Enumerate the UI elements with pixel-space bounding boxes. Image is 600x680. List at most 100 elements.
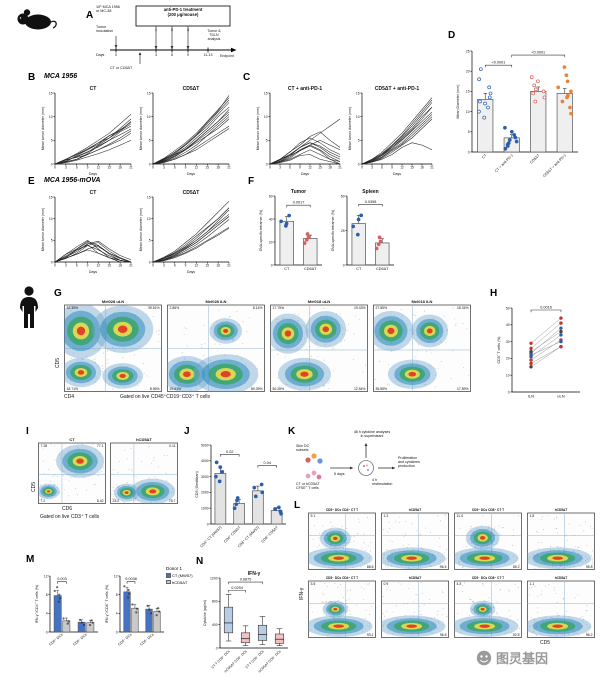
svg-text:Days: Days bbox=[393, 172, 401, 176]
svg-text:CD5ΔT: CD5ΔT bbox=[304, 267, 317, 271]
svg-text:50: 50 bbox=[341, 194, 345, 198]
day-11-13: 11-13 bbox=[203, 53, 213, 57]
svg-text:0.0017: 0.0017 bbox=[293, 201, 305, 205]
svg-text:20: 20 bbox=[506, 357, 510, 361]
svg-text:0: 0 bbox=[271, 263, 273, 267]
panel-d-label: D bbox=[448, 30, 456, 41]
chart-n-cytokine-box: 0 400 800 1200 Cytokine (pg/ml) IFN-γ 0.0875 0.… bbox=[202, 568, 290, 674]
panel-b-title: MCA 1956 bbox=[44, 73, 78, 80]
svg-text:CD5ΔT + anti-PD-1: CD5ΔT + anti-PD-1 bbox=[375, 86, 420, 92]
svg-text:hCD5ΔT: hCD5ΔT bbox=[409, 576, 422, 580]
svg-text:20: 20 bbox=[269, 240, 273, 244]
svg-text:Mean tumor diameter (mm): Mean tumor diameter (mm) bbox=[139, 107, 143, 151]
svg-text:CT: CT bbox=[90, 86, 97, 92]
panel-n-label: N bbox=[196, 556, 204, 567]
svg-text:9: 9 bbox=[87, 166, 89, 170]
svg-text:18.31%: 18.31% bbox=[457, 306, 469, 310]
flow-l-cd5pos-cd8-hcd5dt: hCD5ΔT 1.8 95.8 bbox=[527, 506, 595, 570]
svg-text:15: 15 bbox=[108, 264, 112, 268]
svg-text:3: 3 bbox=[65, 264, 67, 268]
svg-text:5: 5 bbox=[468, 130, 470, 134]
svg-text:0: 0 bbox=[152, 166, 154, 170]
ct-transfer-text: CT or CD5ΔT bbox=[110, 66, 133, 70]
human-icon bbox=[20, 286, 38, 328]
k-six-days-label: 6 days bbox=[334, 472, 345, 476]
svg-text:23.2: 23.2 bbox=[113, 499, 120, 503]
svg-text:19.43%: 19.43% bbox=[354, 306, 366, 310]
panel-b-label: B bbox=[28, 72, 36, 83]
svg-text:6: 6 bbox=[381, 166, 383, 170]
panel-i-label: I bbox=[26, 426, 29, 437]
svg-text:800: 800 bbox=[212, 600, 218, 604]
legend-swatch-ct bbox=[166, 573, 171, 578]
svg-text:1.8: 1.8 bbox=[530, 514, 535, 518]
l-y-axis-label: IFN-γ bbox=[299, 587, 305, 600]
svg-text:3.5: 3.5 bbox=[311, 582, 316, 586]
svg-text:10: 10 bbox=[147, 115, 151, 119]
svg-text:15: 15 bbox=[410, 166, 414, 170]
svg-text:0.02: 0.02 bbox=[226, 450, 233, 454]
panel-m-legend: Donor 1 CT (MW57) hCD5ΔT bbox=[166, 566, 194, 586]
svg-text:21: 21 bbox=[227, 264, 231, 268]
svg-text:5: 5 bbox=[266, 139, 268, 143]
svg-text:18: 18 bbox=[216, 264, 220, 268]
svg-text:3: 3 bbox=[371, 166, 373, 170]
svg-text:40: 40 bbox=[269, 217, 273, 221]
svg-text:93.1: 93.1 bbox=[367, 633, 374, 637]
svg-text:15: 15 bbox=[264, 91, 268, 95]
svg-text:5: 5 bbox=[358, 139, 360, 143]
svg-text:Cytokine (pg/ml): Cytokine (pg/ml) bbox=[203, 600, 207, 626]
chart-e-ct: 0 5 10 15 Mean tumor diameter (mm) CT 0 3 6 9 12 15… bbox=[40, 188, 134, 274]
svg-text:Mean Diameter (mm): Mean Diameter (mm) bbox=[456, 85, 460, 119]
legend-donor-label: Donor 1 bbox=[166, 566, 183, 571]
svg-text:9: 9 bbox=[185, 264, 187, 268]
day-0: 0 bbox=[115, 53, 117, 57]
flow-l-cd5pos-cd8-ct: CD5⁺ DCs CD8⁺ CT T 11.4 85.2 bbox=[454, 506, 522, 570]
flow-mel028-uln: Mel028 uLN 32.35% 39.51% 18.71% 8.96% bbox=[64, 298, 162, 392]
svg-text:0.0254: 0.0254 bbox=[231, 586, 243, 590]
svg-text:CD5⁺ DCs CD4⁺ CT T: CD5⁺ DCs CD4⁺ CT T bbox=[326, 508, 358, 512]
svg-text:400: 400 bbox=[212, 623, 218, 627]
panel-k-label: K bbox=[288, 426, 296, 437]
svg-text:8.96%: 8.96% bbox=[150, 387, 160, 391]
svg-text:IFN-γ⁺/CD4⁺ T cells (%): IFN-γ⁺/CD4⁺ T cells (%) bbox=[35, 585, 39, 624]
k-supernatant-text: 48 h cytokine analyses in supernatant bbox=[353, 430, 391, 439]
mouse-icon bbox=[17, 9, 57, 30]
svg-text:27.85%: 27.85% bbox=[376, 306, 388, 310]
g-y-axis-label: CD5 bbox=[55, 357, 61, 368]
svg-text:5: 5 bbox=[149, 139, 151, 143]
svg-text:CT: CT bbox=[69, 437, 75, 442]
flow-l-cd5neg-cd8-ct: CD5⁻ DCs CD8⁺ CT T 4.2 92.5 bbox=[454, 574, 522, 638]
svg-text:5000: 5000 bbox=[201, 443, 209, 447]
svg-text:CT + anti-PD-1: CT + anti-PD-1 bbox=[288, 86, 323, 92]
svg-text:0.0038: 0.0038 bbox=[125, 577, 137, 581]
svg-text:77.1: 77.1 bbox=[97, 444, 104, 448]
svg-text:12: 12 bbox=[97, 264, 101, 268]
svg-text:21: 21 bbox=[338, 166, 342, 170]
svg-text:CD5⁻ DCs CD4⁺ CT T: CD5⁻ DCs CD4⁺ CT T bbox=[326, 576, 358, 580]
svg-text:8: 8 bbox=[46, 593, 48, 597]
i-y-axis-label: CD5 bbox=[31, 481, 37, 492]
svg-text:21: 21 bbox=[129, 264, 133, 268]
svg-text:8.14%: 8.14% bbox=[253, 306, 263, 310]
svg-text:0: 0 bbox=[54, 264, 56, 268]
svg-text:18: 18 bbox=[216, 166, 220, 170]
svg-text:CT + anti-PD-1: CT + anti-PD-1 bbox=[494, 153, 514, 173]
dose-3: 3 bbox=[186, 27, 190, 32]
svg-text:4: 4 bbox=[116, 612, 118, 616]
svg-text:30: 30 bbox=[506, 340, 510, 344]
svg-text:1.2: 1.2 bbox=[384, 514, 389, 518]
svg-text:50: 50 bbox=[506, 306, 510, 310]
panel-c-label: C bbox=[243, 72, 251, 83]
svg-text:Tumor: Tumor bbox=[291, 189, 306, 195]
svg-text:0: 0 bbox=[51, 162, 53, 166]
svg-text:uLN: uLN bbox=[557, 394, 564, 399]
svg-text:15: 15 bbox=[49, 195, 53, 199]
svg-text:9: 9 bbox=[391, 166, 393, 170]
svg-text:88.6: 88.6 bbox=[367, 565, 374, 569]
svg-text:20: 20 bbox=[466, 70, 470, 74]
k-schematic-graphic bbox=[305, 442, 396, 480]
svg-text:8.42: 8.42 bbox=[97, 499, 104, 503]
svg-text:CD5⁻ DCs: CD5⁻ DCs bbox=[139, 633, 154, 647]
svg-text:95.8: 95.8 bbox=[586, 565, 593, 569]
